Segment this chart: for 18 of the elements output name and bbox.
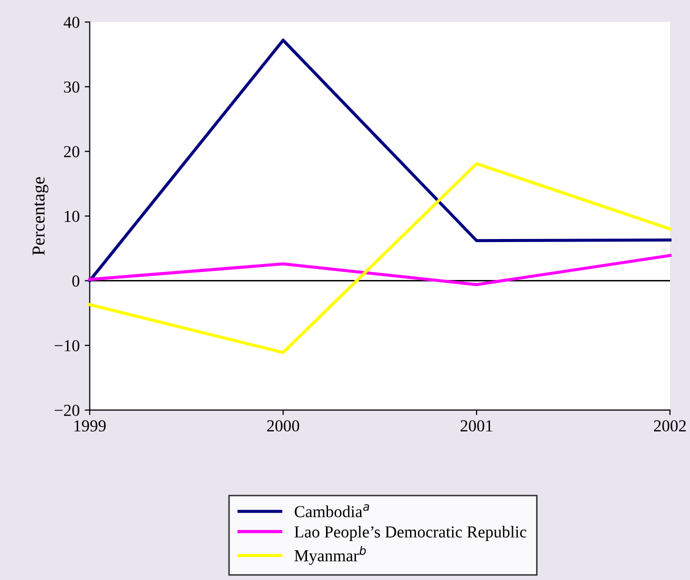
- x-tick-label: 2001: [460, 420, 492, 432]
- x-tick-label: 1999: [74, 420, 106, 432]
- y-tick-label: −10: [54, 340, 80, 352]
- x-tick-label: 2000: [267, 420, 300, 432]
- y-tick-label: −20: [54, 404, 80, 416]
- legend-label: Myanmar$^{b}$: [294, 546, 366, 565]
- y-tick-label: 0: [72, 275, 80, 287]
- legend-label: Cambodia$^{a}$: [294, 504, 370, 518]
- y-tick-label: 20: [64, 146, 80, 158]
- line-series: [88, 254, 672, 286]
- line-series: [88, 162, 672, 354]
- x-tick-label: 2002: [654, 420, 686, 432]
- y-tick-label: 30: [64, 81, 80, 93]
- y-axis-title: Percentage: [32, 177, 48, 256]
- legend-label: Lao People’s Democratic Republic: [294, 526, 526, 541]
- y-tick-label: 40: [64, 16, 80, 28]
- line-series: [88, 38, 672, 282]
- y-tick-label: 10: [64, 210, 80, 222]
